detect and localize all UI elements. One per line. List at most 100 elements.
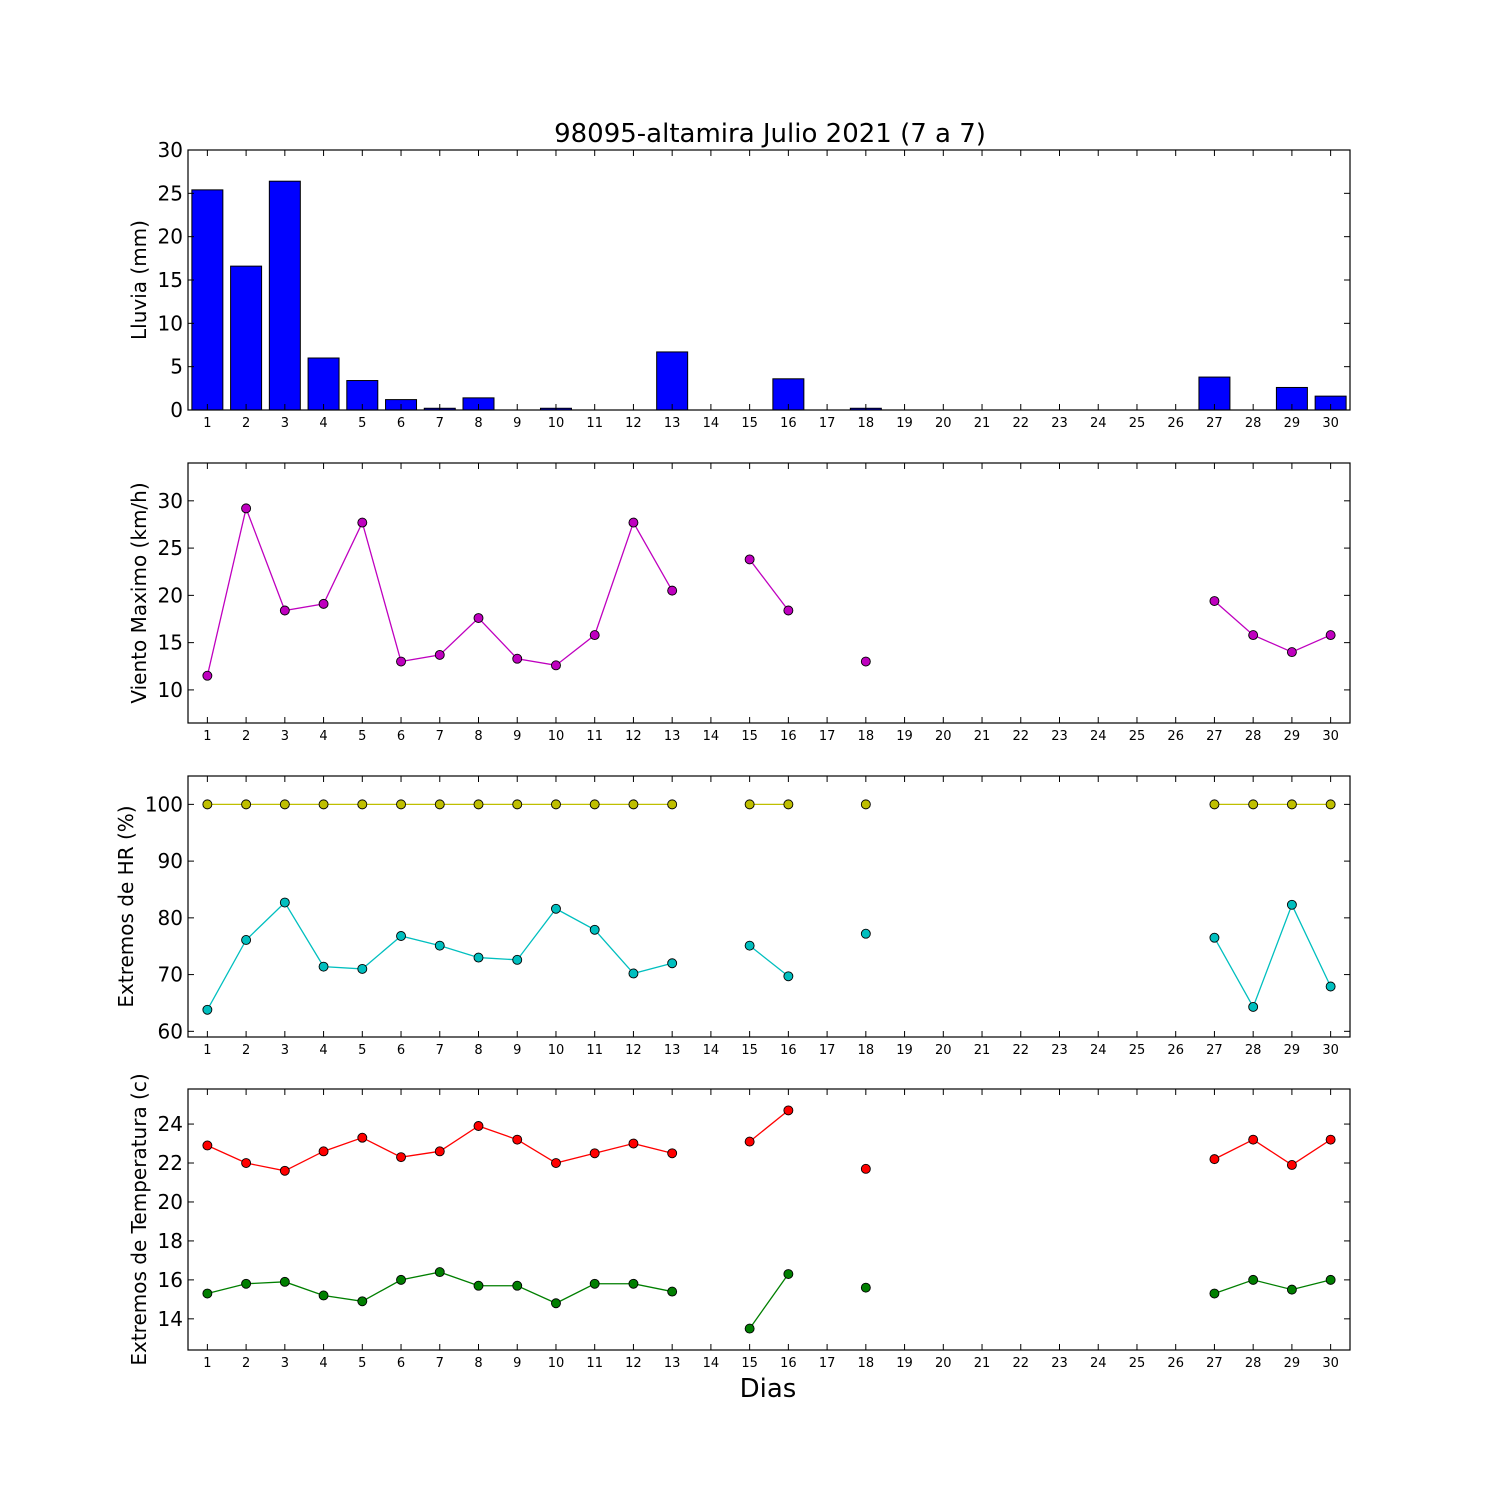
x-tick-label: 27 [1206,1356,1223,1371]
x-tick-label: 12 [625,1356,642,1371]
x-tick-label: 18 [858,1356,875,1371]
data-point [241,935,252,945]
x-tick-label: 11 [586,1043,603,1058]
x-tick-label: 23 [1051,416,1068,431]
x-tick-label: 5 [358,729,366,744]
x-tick-label: 14 [703,416,720,431]
y-tick-label: 20 [158,225,183,249]
x-tick-label: 2 [242,729,250,744]
x-tick-label: 21 [974,416,991,431]
x-tick-label: 26 [1167,729,1184,744]
y-tick-label: 25 [158,536,183,560]
y-tick-label: 90 [158,849,183,873]
x-tick-label: 9 [513,1043,521,1058]
y-tick-label: 20 [158,583,183,607]
data-point [396,931,406,941]
data-point [667,1148,678,1159]
data-point [512,1280,523,1291]
x-tick-label: 13 [664,1356,681,1371]
data-point [1286,799,1297,810]
x-tick-label: 5 [358,416,366,431]
x-tick-label: 8 [474,1356,482,1371]
x-tick-label: 16 [780,1356,797,1371]
data-point [396,799,406,810]
x-tick-label: 7 [436,1356,444,1371]
data-point [628,968,639,979]
x-tick-label: 24 [1090,416,1107,431]
x-tick-label: 7 [436,1043,444,1058]
data-point [434,1267,445,1278]
x-tick-label: 22 [1012,1043,1029,1058]
x-tick-label: 26 [1167,416,1184,431]
x-tick-label: 20 [935,1356,952,1371]
data-point [202,670,213,681]
x-tick-label: 1 [203,1356,211,1371]
y-tick-label: 16 [158,1268,183,1292]
x-tick-label: 30 [1322,1356,1339,1371]
x-tick-label: 18 [858,416,875,431]
x-tick-label: 15 [741,1043,758,1058]
series-line [1213,903,1332,1009]
data-point [1248,1001,1259,1012]
data-point [318,1290,329,1301]
data-point [1325,1134,1336,1145]
y-tick-label: 10 [158,678,183,702]
y-tick-label: 80 [158,906,183,930]
x-tick-label: 19 [896,1356,913,1371]
y-tick-label: 100 [145,792,183,816]
x-tick-label: 11 [586,1356,603,1371]
data-point [1248,630,1259,641]
data-point [512,954,523,965]
data-point [473,613,484,624]
data-point [357,1132,368,1143]
x-tick-label: 15 [741,1356,758,1371]
x-tick-label: 17 [819,729,836,744]
x-tick-label: 15 [741,729,758,744]
data-point [1209,932,1220,943]
data-point [202,1288,213,1299]
x-tick-label: 21 [974,1043,991,1058]
data-point [589,630,600,641]
data-point [589,799,600,810]
data-point [279,799,290,810]
series-line [749,559,789,611]
x-tick-label: 19 [896,1043,913,1058]
plot-frame [187,775,1351,1038]
x-tick-label: 28 [1245,1356,1262,1371]
y-tick-label: 22 [158,1151,183,1175]
x-tick-label: 20 [935,1043,952,1058]
data-point [1248,1274,1259,1285]
data-point [241,1158,252,1168]
data-point [783,971,794,982]
data-point [396,656,406,667]
y-tick-label: 18 [158,1229,183,1253]
x-tick-label: 21 [974,729,991,744]
data-point [1286,647,1297,658]
x-tick-label: 11 [586,729,603,744]
x-tick-label: 13 [664,729,681,744]
bar [268,180,301,411]
data-point [1325,630,1336,641]
data-point [396,1274,406,1285]
x-tick-label: 4 [319,1356,327,1371]
y-tick-label: 15 [158,268,183,292]
x-tick-label: 22 [1012,729,1029,744]
data-point [1209,596,1220,606]
x-tick-label: 20 [935,416,952,431]
x-tick-label: 23 [1051,1356,1068,1371]
bar [230,265,263,411]
y-tick-label: 30 [158,138,183,162]
data-point [512,1134,523,1145]
x-tick-label: 12 [625,416,642,431]
data-point [241,799,252,810]
x-tick-label: 2 [242,1043,250,1058]
data-point [1325,1274,1336,1285]
x-tick-label: 11 [586,416,603,431]
x-tick-label: 29 [1284,1356,1301,1371]
x-tick-label: 27 [1206,416,1223,431]
y-axis-label: Lluvia (mm) [127,220,151,340]
data-point [279,897,290,908]
x-tick-label: 10 [548,1043,565,1058]
bar [656,351,689,411]
